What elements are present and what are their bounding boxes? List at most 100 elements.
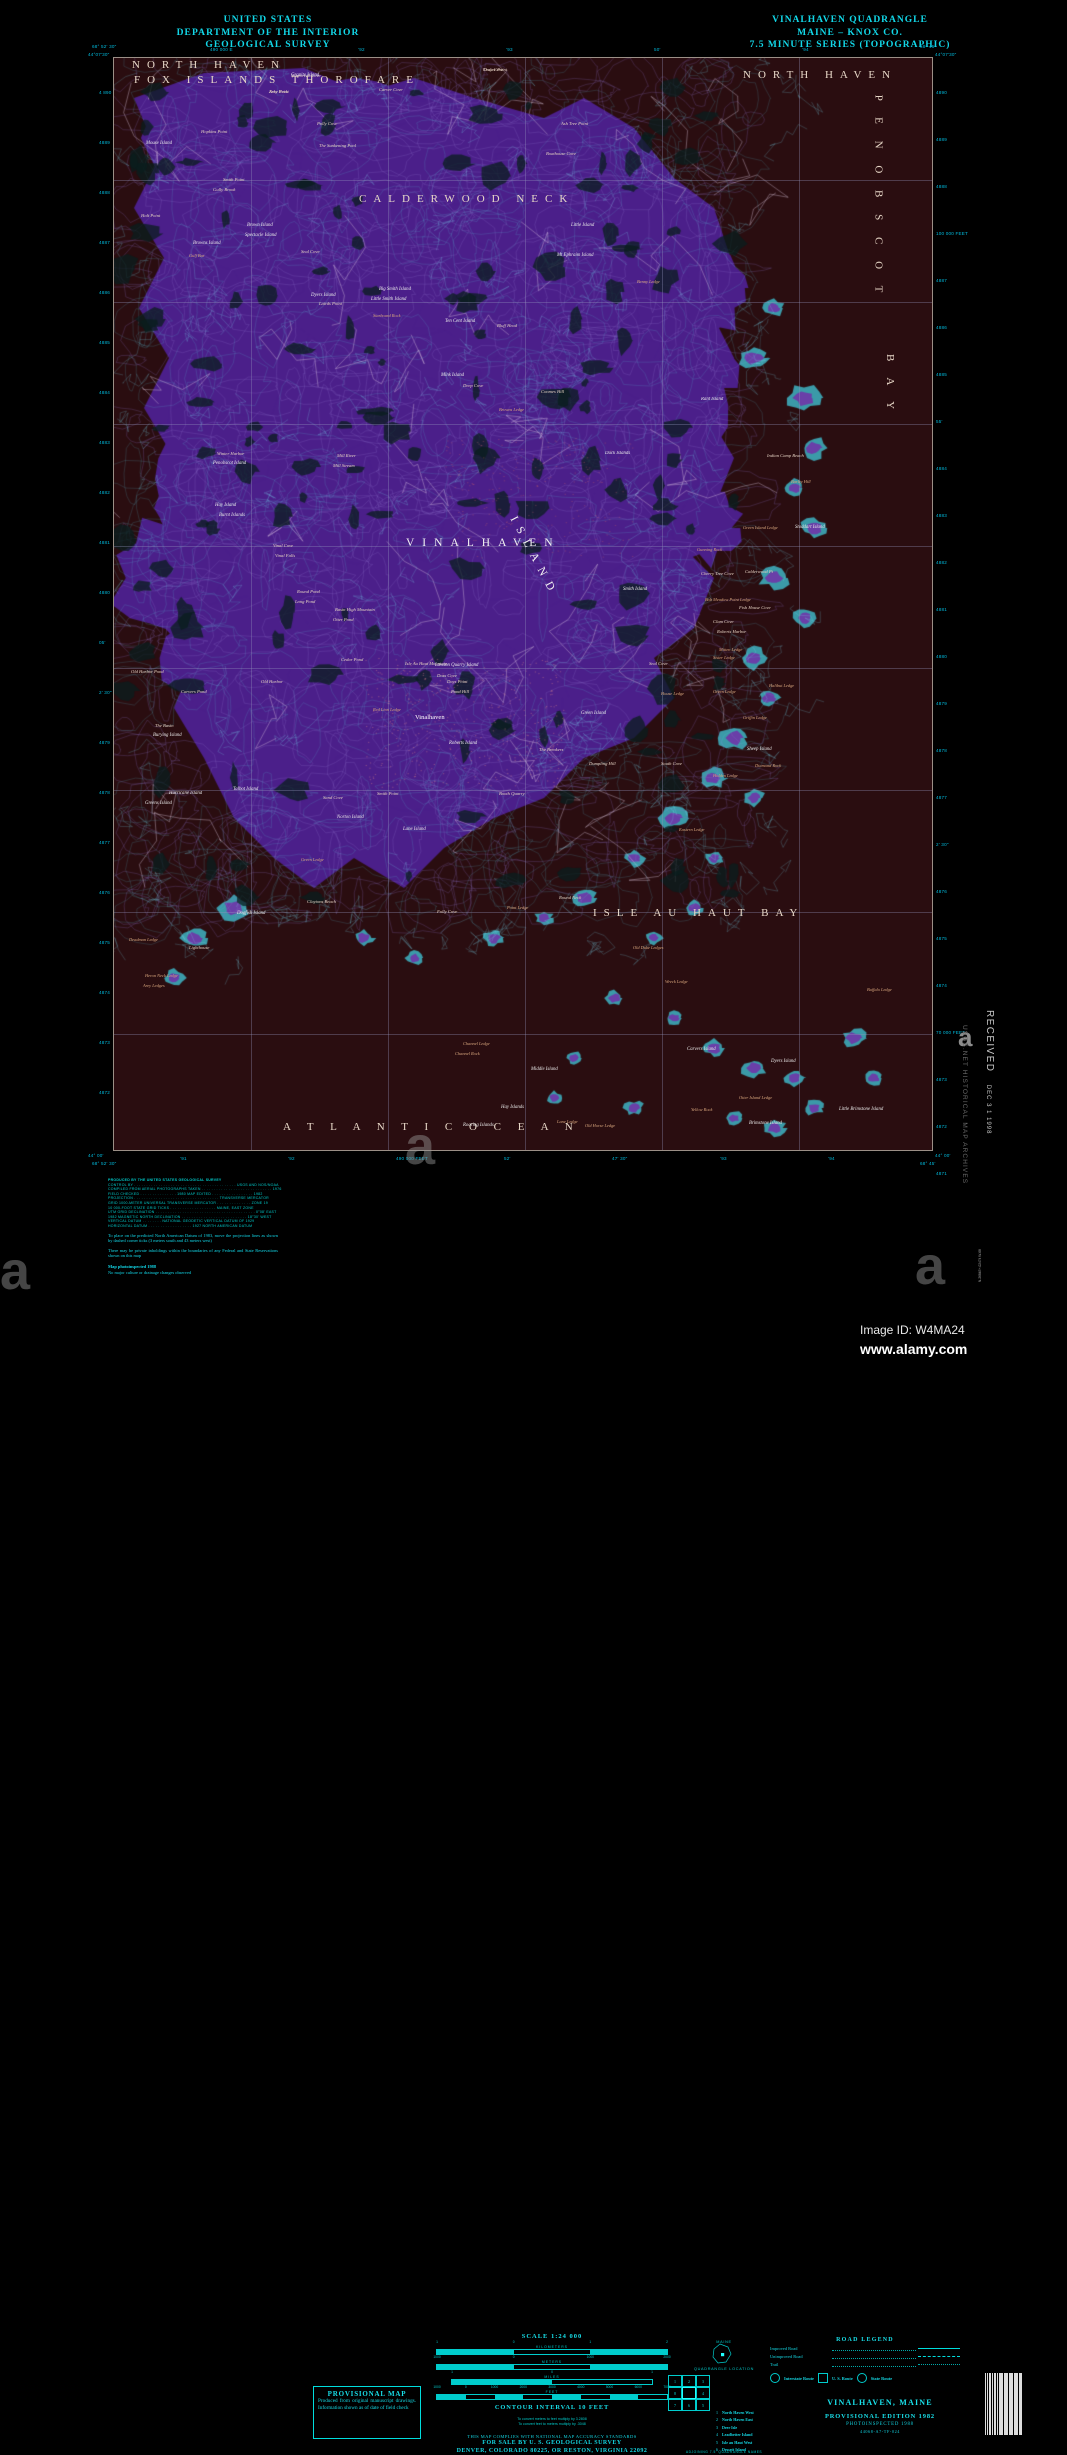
grid-tick: 4884 [99,390,111,395]
grid-tick: 05' [99,640,106,645]
feature-label: Benny Ledge [637,279,660,284]
feature-label: Old Harbor [261,679,283,684]
grid-tick: ’91 [180,1156,187,1161]
credit-line-10: HORIZONTAL DATUM . . . . . . . . . . . .… [108,1223,253,1228]
feature-label: Roaring Islands [463,1123,494,1128]
adjoining-quad-number: 2 [716,2417,718,2423]
feature-label: Rant Island [701,397,724,402]
water-body-label: ISLE AU HAUT BAY [593,907,805,919]
grid-tick: ’93 [720,1156,727,1161]
grid-tick: 4879 [936,701,948,706]
received-text: RECEIVED [984,1010,995,1073]
feature-label: Ten Cent Island [445,319,476,324]
feature-label: Dogfish Island [237,911,266,916]
water-body-label: A T L A N T I C O C E A N [283,1121,580,1133]
grid-line-vertical [662,58,663,1150]
feature-label: Granite Island [291,73,320,78]
corner-ne-lat: 44°07'30" [935,52,957,57]
grid-line-horizontal [114,302,932,303]
feature-label: Bluff Head [497,323,518,328]
grid-line-horizontal [114,668,932,669]
quad-name-line: VINALHAVEN QUADRANGLE [772,15,928,25]
road-symbol-dashed [918,2356,960,2357]
adjoining-quad-row: 2 North Haven East [716,2417,756,2422]
adjoining-quad-row: 1 North Haven West [716,2410,756,2415]
feature-label: The Breakers [539,747,564,752]
grid-tick: 4879 [99,740,111,745]
credit-line-2: COMPILED FROM AERIAL PHOTOGRAPHS TAKEN .… [108,1187,282,1192]
quad-location-caption: QUADRANGLE LOCATION [693,2367,755,2371]
topographic-map-canvas[interactable] [114,58,932,1150]
feature-label: Lighthouse [189,945,210,950]
feature-label: Indian Camp Beach [767,453,804,458]
grid-tick: 55' [936,419,943,424]
map-edition: PROVISIONAL EDITION 1982 [824,2413,936,2420]
feature-label: Deadman Ledge [129,937,158,942]
grid-tick: 4872 [936,1124,948,1129]
adjoining-quad-number: 1 [716,2410,718,2415]
feature-label: Round Pond [297,589,320,594]
grid-tick: 4886 [99,290,111,295]
scale-bar-feet [436,2394,668,2400]
grid-tick: 2' 30" [936,842,949,847]
feature-label: Smith Point [377,791,399,796]
adjoining-quad-caption: ADJOINING 7.5' QUADRANGLE NAMES [685,2450,763,2454]
feature-label: Lawson Quarry Island [435,663,479,668]
quad-cell-8: 5 [696,2399,710,2411]
feature-label: Mitten Ledge [719,647,743,652]
state-label: MAINE [716,2340,732,2344]
feature-label: Little Smith Island [371,297,407,302]
feature-label: Eastern Ledge [679,827,705,832]
feature-label: Hay Islands [501,1105,525,1110]
quad-cell-6: 7 [668,2399,682,2411]
adjoining-quad-row: 3 Deer Isle [716,2425,756,2430]
feature-label: Hurricane Island [169,791,203,796]
archive-watermark: USGS.NET HISTORICAL MAP ARCHIVES [961,1025,968,1185]
feature-label: Shipwreck Cove [291,73,321,78]
adjoining-quad-name: Deer Isle [722,2424,738,2430]
feature-label: Mouse Island [146,141,172,146]
adjoining-quad-number: 5 [716,2439,718,2445]
adjoining-quad-row: 5 Isle au Haut West [716,2440,756,2445]
feature-label: Carvers Island [687,1047,716,1052]
water-body-label: B A Y [884,353,897,417]
barcode-label: N-2684E+-02474 W-68 [978,1249,982,1282]
grid-line-vertical [251,58,252,1150]
grid-tick: 4886 [936,325,948,330]
conv-ft-to-m: To convert feet to meters multiply by .3… [518,2422,586,2426]
feature-label: Deep Cove [463,383,484,388]
feature-label: Roberts Harbor [717,629,747,634]
grid-tick: 4884 [936,466,948,471]
feature-label: Mill River [337,453,356,458]
feature-label: Calderwood Pt [745,569,773,574]
feature-label: Halibut Ledge [769,683,795,688]
provisional-title: PROVISIONAL MAP [327,2390,407,2398]
feature-label: Mill Stream [333,463,355,468]
compliance-block: THIS MAP COMPLIES WITH NATIONAL MAP ACCU… [432,2434,672,2455]
feature-label: Big Smith Island [379,287,411,292]
adjoining-quad-name: Isle au Haut West [722,2439,753,2445]
credit-line-7: UTM GRID DECLINATION . . . . . . . . . .… [108,1210,277,1215]
route-shield-label: U. S. Route [831,2375,853,2381]
feature-label: Burying Island [153,733,182,738]
feature-label: Otter Island Ledge [739,1095,773,1100]
feature-label: Gully Brook [213,187,236,192]
grid-tick: 4877 [936,795,948,800]
road-legend-row: Unimproved Road [770,2354,960,2359]
feature-label: Diamond Rock [755,763,782,768]
unit-conversion: To convert meters to feet multiply by 3.… [432,2417,672,2427]
contour-interval: CONTOUR INTERVAL 10 FEET [494,2404,610,2411]
grid-tick: 4883 [99,440,111,445]
grid-tick: ’93 [506,47,513,52]
feature-label: Browns Ledge [499,407,525,412]
grid-tick: ’92 [288,1156,295,1161]
for-sale-line-2: DENVER, COLORADO 80225, OR RESTON, VIRGI… [456,2448,648,2454]
grid-tick: 4881 [936,607,948,612]
grid-tick: 4874 [936,983,948,988]
route-square-icon [817,2373,828,2383]
quad-cell-7: 6 [682,2399,696,2411]
grid-tick: 47' 30" [612,1156,628,1161]
feature-label: Channel Ledge [463,1041,490,1046]
